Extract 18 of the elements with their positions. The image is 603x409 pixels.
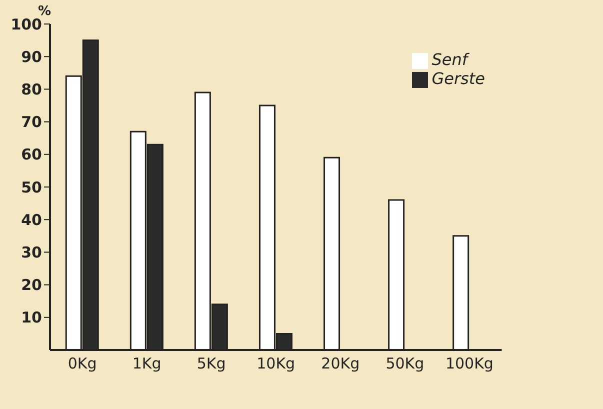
y-tick-label: 50 <box>21 178 42 196</box>
legend-label: Senf <box>432 50 468 69</box>
y-tick-label: 20 <box>21 276 42 294</box>
y-tick-label: 60 <box>21 146 42 164</box>
y-tick-label: 40 <box>21 210 42 229</box>
x-tick-label: 1Kg <box>132 354 162 373</box>
y-tick-label: 90 <box>21 48 42 66</box>
legend-label: Gerste <box>432 69 485 88</box>
y-tick-label: 10 <box>21 308 42 327</box>
x-tick-label: 50Kg <box>386 354 424 373</box>
y-tick-label: 30 <box>21 244 42 262</box>
y-tick-label: 80 <box>21 80 42 99</box>
x-tick-label: 0Kg <box>68 354 97 373</box>
x-tick-label: 10Kg <box>256 354 296 373</box>
y-tick-label: 70 <box>21 113 42 132</box>
x-tick-label: 5Kg <box>196 354 226 373</box>
x-tick-label: 100Kg <box>445 354 494 373</box>
x-tick-label: 20Kg <box>321 354 360 373</box>
